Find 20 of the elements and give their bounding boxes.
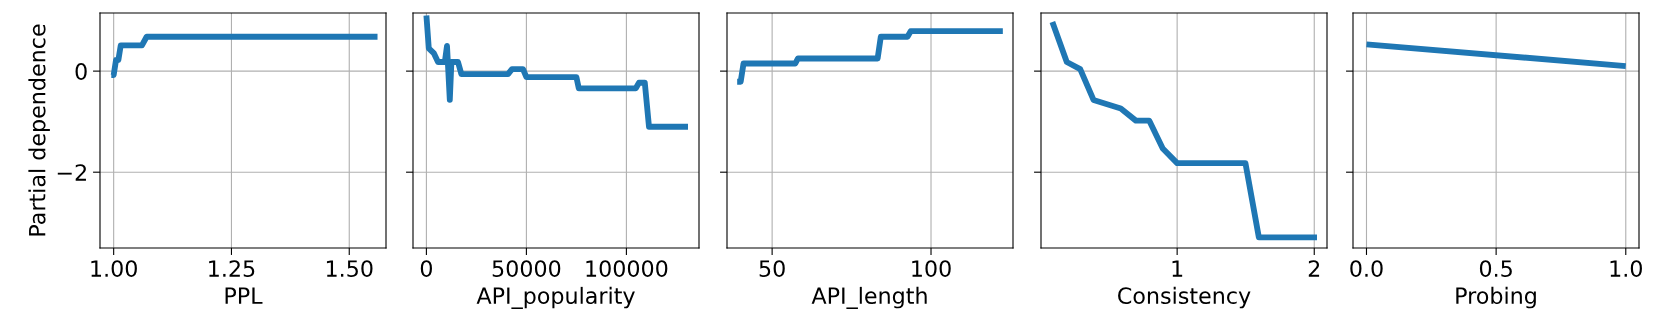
x-axis-title: API_popularity (476, 286, 635, 309)
x-tick-label: 1.25 (209, 260, 255, 278)
x-tick-label: 0.0 (1350, 260, 1383, 278)
x-tick-label: 50000 (492, 260, 561, 278)
y-axis-title: Partial dependence (28, 24, 50, 236)
x-tick-label: 1 (1172, 260, 1183, 277)
x-axis-title: API_length (811, 286, 927, 309)
x-tick-label: 100 (912, 260, 951, 278)
x-tick-label: 50 (759, 260, 785, 278)
x-tick-label: 1.00 (91, 260, 137, 278)
x-tick-label: 1.50 (326, 260, 373, 278)
x-tick-label: 0 (420, 260, 432, 278)
x-tick-label: 1.0 (1610, 260, 1642, 278)
x-tick-label: 2 (1308, 260, 1320, 277)
y-tick-label: −2 (57, 164, 86, 181)
x-axis-title: Probing (1456, 286, 1536, 309)
x-tick-label: 0.5 (1479, 260, 1512, 278)
x-tick-label: 100000 (586, 260, 668, 278)
x-axis-title: Consistency (1118, 286, 1251, 309)
x-axis-title: PPL (225, 287, 263, 304)
